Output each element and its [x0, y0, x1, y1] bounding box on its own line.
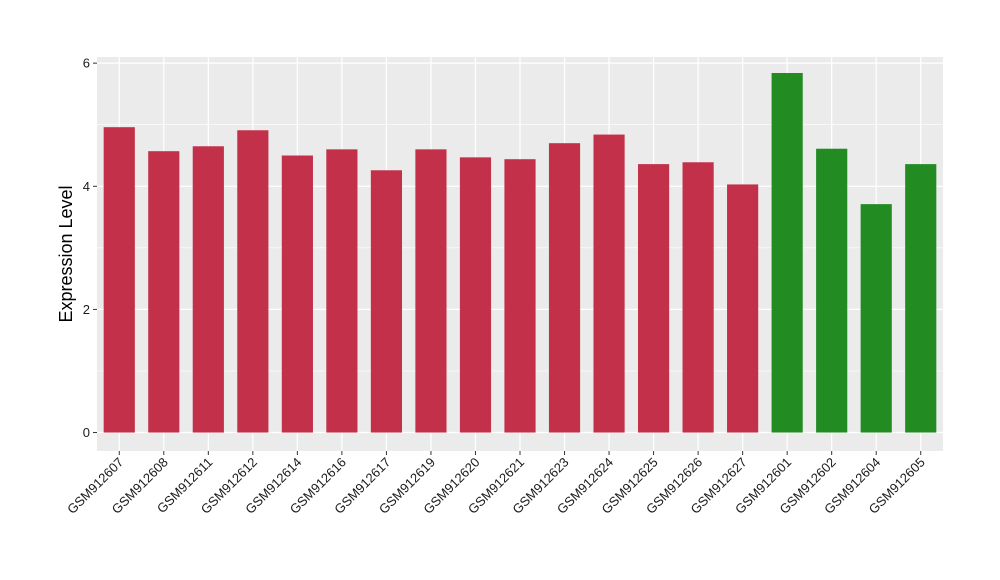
bar-GSM912607 [103, 127, 135, 433]
y-tick-label: 0 [83, 425, 90, 440]
bar-GSM912620 [459, 157, 492, 433]
y-axis: 0 2 4 6 [83, 56, 97, 440]
bar-GSM912616 [326, 149, 358, 433]
bar-GSM912623 [548, 143, 581, 433]
bar-GSM912614 [281, 155, 313, 433]
bar-GSM912617 [370, 170, 403, 433]
bar-GSM912604 [860, 204, 892, 433]
bar-GSM912624 [593, 134, 625, 433]
y-axis-title: Expression Level [56, 185, 76, 322]
y-tick-label: 4 [83, 179, 90, 194]
bars [103, 73, 937, 433]
bar-GSM912625 [637, 164, 670, 433]
bar-GSM912626 [682, 162, 714, 433]
bar-GSM912608 [148, 151, 180, 433]
bar-GSM912619 [415, 149, 447, 433]
bar-GSM912621 [504, 159, 536, 433]
bar-GSM912612 [237, 130, 269, 433]
y-tick-label: 6 [83, 56, 90, 71]
bar-GSM912601 [771, 73, 803, 433]
bar-GSM912605 [905, 164, 937, 433]
bar-GSM912611 [192, 146, 224, 433]
bar-GSM912627 [727, 184, 759, 433]
y-tick-label: 2 [83, 302, 90, 317]
x-axis: GSM912607GSM912608GSM912611GSM912612GSM9… [64, 451, 928, 517]
bar-GSM912602 [816, 148, 848, 433]
